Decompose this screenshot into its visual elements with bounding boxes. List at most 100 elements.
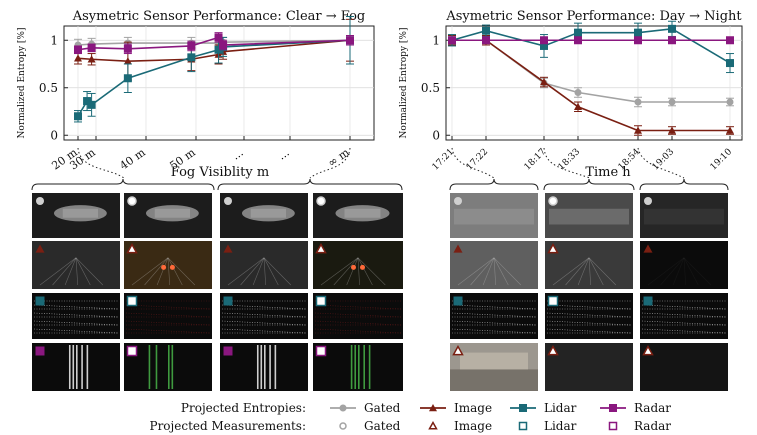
chart1-point-image — [74, 54, 82, 62]
tile-scene — [546, 320, 632, 326]
chart2-point-image — [668, 126, 676, 134]
tile-scene — [167, 257, 183, 286]
tile-scene — [221, 320, 307, 326]
chart2-point-lidar — [668, 24, 676, 33]
tile-scene — [565, 257, 590, 286]
tile-sensor-marker — [642, 344, 654, 356]
tile-scene — [75, 257, 91, 286]
brace-night-2 — [543, 178, 635, 191]
chart2-xtick-label: 17:22 — [465, 147, 490, 172]
legend-marker-measurement-radar — [608, 421, 618, 431]
sensor-tile-fog-1-1 — [124, 241, 212, 289]
tile-background — [545, 343, 633, 391]
tile-scene — [52, 257, 77, 286]
tile-sensor-marker — [644, 197, 652, 205]
chart1-title: Asymetric Sensor Performance: Clear → Fo… — [72, 9, 366, 24]
tile-scene — [460, 352, 528, 370]
chart2-frame — [445, 25, 743, 141]
tile-scene — [263, 257, 267, 286]
legend-measurements-label: Projected Measurements: — [150, 419, 307, 433]
chart2-xtick-label: 19:03 — [651, 147, 677, 173]
chart2-point-radar — [448, 36, 456, 45]
tile-scene — [221, 312, 307, 318]
tile-scene — [64, 257, 77, 286]
legend-label-measurement: Radar — [634, 419, 671, 433]
tile-background — [450, 193, 538, 238]
tile-light — [169, 264, 175, 270]
tile-scene — [242, 205, 295, 222]
chart2-ylabel: Normalized Entropy [%] — [399, 28, 409, 139]
sensor-tile-fog-3-3 — [313, 343, 403, 391]
chart1-point-lidar — [187, 53, 196, 62]
legend-marker-lidar — [519, 404, 527, 412]
tile-scene — [493, 257, 497, 286]
sensor-tile-fog-0-3 — [313, 193, 403, 238]
tile-sensor-marker — [127, 196, 137, 206]
tile-scene — [33, 328, 119, 334]
tile-sensor-marker — [36, 197, 44, 205]
sensor-tile-night-1-2 — [640, 241, 728, 289]
tile-scene — [350, 345, 353, 389]
tile-background — [545, 293, 633, 339]
tile-light — [161, 264, 167, 270]
tile-scene — [482, 257, 495, 286]
tile-background — [450, 241, 538, 289]
tile-scene — [546, 328, 632, 334]
chart1-point-radar — [346, 36, 354, 45]
tile-scene — [344, 208, 381, 218]
chart1-point-lidar — [87, 100, 96, 109]
tile-scene — [335, 205, 390, 222]
dotted-connector — [543, 147, 591, 179]
chart2-xtick-label: 19:10 — [709, 147, 735, 173]
chart2-ytick-label: 1 — [432, 33, 440, 47]
tile-scene — [54, 205, 107, 222]
sensor-tile-fog-0-0 — [32, 193, 120, 238]
sensor-tile-night-3-0 — [450, 343, 538, 391]
sensor-tile-night-0-1 — [545, 193, 633, 238]
chart2-point-gated — [574, 89, 582, 96]
chart1-point-lidar — [214, 45, 223, 54]
tile-scene — [314, 328, 402, 334]
tile-scene — [144, 257, 169, 286]
sensor-tile-fog-1-0 — [32, 241, 120, 289]
sensor-tile-fog-3-2 — [220, 343, 308, 391]
tile-sensor-marker — [223, 296, 233, 306]
tile-scene — [451, 328, 537, 334]
tile-background — [220, 241, 308, 289]
tile-scene — [39, 257, 77, 286]
tile-scene — [354, 345, 356, 389]
tile-scene — [470, 257, 495, 286]
tile-background — [32, 241, 120, 289]
chart2-point-radar — [574, 36, 582, 45]
tile-sensor-marker — [35, 346, 45, 356]
tile-sensor-marker — [643, 244, 653, 253]
tile-sensor-marker — [454, 197, 462, 205]
tile-scene — [168, 345, 170, 389]
tile-scene — [62, 208, 98, 218]
dotted-connector — [309, 147, 351, 179]
tile-background — [640, 241, 728, 289]
tile-scene — [641, 320, 727, 326]
legend-marker-radar — [609, 404, 617, 412]
brace-fog-right — [217, 178, 403, 191]
tile-scene — [75, 257, 79, 286]
chart2-xtick-label: 17:21 — [431, 147, 456, 172]
tile-scene — [125, 320, 211, 326]
chart1-point-lidar — [123, 74, 132, 83]
tile-scene — [672, 257, 685, 286]
sensor-tile-fog-3-1 — [124, 343, 212, 391]
tile-scene — [357, 257, 386, 286]
legend-label-measurement: Gated — [364, 419, 401, 433]
tile-sensor-marker — [316, 196, 326, 206]
tile-scene — [221, 304, 307, 310]
sensor-tile-fog-2-1 — [124, 293, 212, 339]
tile-scene — [660, 257, 685, 286]
chart2-point-image — [634, 126, 642, 134]
tile-scene — [75, 257, 104, 286]
tile-scene — [333, 257, 359, 286]
tile-scene — [357, 257, 373, 286]
tile-scene — [577, 257, 590, 286]
tile-scene — [221, 328, 307, 334]
tile-scene — [493, 257, 522, 286]
chart1-xtick-label: 40 m — [117, 145, 148, 172]
